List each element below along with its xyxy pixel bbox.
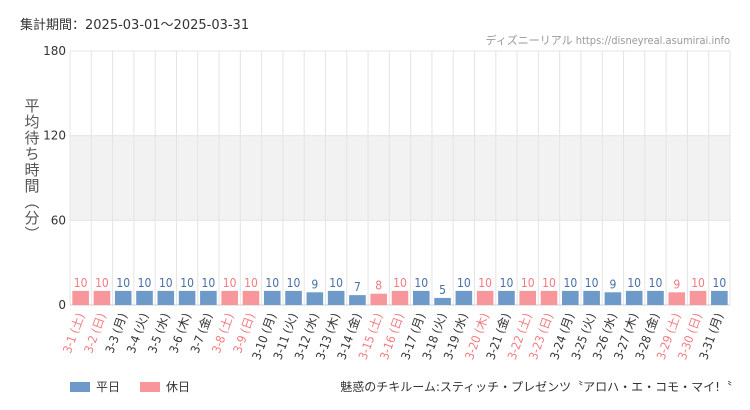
bar-value-label: 9 <box>609 277 616 291</box>
legend-swatch-weekday <box>70 381 90 392</box>
bar <box>306 292 324 305</box>
bar <box>114 290 132 305</box>
bar <box>327 290 345 305</box>
bar <box>711 290 728 305</box>
bar-value-label: 10 <box>627 276 641 290</box>
bar <box>604 292 622 305</box>
legend-item-weekday: 平日 <box>70 378 120 395</box>
bar-value-label: 7 <box>354 280 361 294</box>
bar <box>498 290 515 305</box>
bar-value-label: 5 <box>439 283 446 297</box>
legend-label-weekday: 平日 <box>96 380 121 394</box>
bar-value-label: 10 <box>500 276 514 290</box>
bar <box>263 290 281 305</box>
bar <box>668 292 686 305</box>
bar-value-label: 10 <box>457 276 471 290</box>
bar <box>434 297 451 305</box>
bar <box>178 290 196 305</box>
bar-value-label: 10 <box>712 276 726 290</box>
bar-value-label: 10 <box>244 276 258 290</box>
site-credit: ディズニーリアル https://disneyreal.asumirai.inf… <box>485 34 730 47</box>
bar-value-label: 10 <box>180 276 194 290</box>
bar-value-label: 10 <box>159 276 173 290</box>
bar <box>72 290 89 305</box>
bar <box>200 290 217 305</box>
bar <box>476 290 494 305</box>
bar <box>391 290 409 305</box>
y-tick-label: 120 <box>43 129 66 143</box>
y-axis-title: 平均待ち時間（分） <box>22 98 41 242</box>
bar-value-label: 10 <box>329 276 343 290</box>
bar <box>583 290 600 305</box>
bar-value-label: 10 <box>414 276 428 290</box>
bar-value-label: 9 <box>673 277 680 291</box>
bar <box>349 295 366 305</box>
period-label: 集計期間：2025-03-01〜2025-03-31 <box>20 18 250 33</box>
attraction-name: 魅惑のチキルーム:スティッチ・プレゼンツ〝アロハ・エ・コモ・マイ!〝 <box>340 380 732 394</box>
bar <box>455 290 473 305</box>
bar <box>221 290 238 305</box>
bar-value-label: 10 <box>287 276 301 290</box>
y-axis-title-wrap: 平均待ち時間（分） <box>22 70 42 270</box>
bar-value-label: 10 <box>116 276 130 290</box>
bar-value-label: 10 <box>563 276 577 290</box>
bar-value-label: 10 <box>95 276 109 290</box>
bar-value-label: 10 <box>585 276 599 290</box>
bar <box>370 293 388 305</box>
legend-swatch-holiday <box>140 381 161 392</box>
bar-value-label: 10 <box>478 276 492 290</box>
bar-value-label: 10 <box>265 276 279 290</box>
legend: 平日 休日 <box>70 378 210 395</box>
bar <box>157 290 175 305</box>
bar-value-label: 10 <box>202 276 216 290</box>
bar <box>285 290 302 305</box>
bar-value-label: 10 <box>649 276 663 290</box>
legend-item-holiday: 休日 <box>140 378 190 395</box>
bar <box>93 290 111 305</box>
legend-label-holiday: 休日 <box>166 380 191 394</box>
y-tick-label: 180 <box>43 44 66 58</box>
bar-value-label: 10 <box>393 276 407 290</box>
y-tick-label: 60 <box>51 213 66 227</box>
bar <box>412 290 430 305</box>
bar-value-label: 10 <box>521 276 535 290</box>
bar-value-label: 10 <box>74 276 88 290</box>
bar-value-label: 10 <box>542 276 556 290</box>
bar-value-label: 10 <box>691 276 705 290</box>
bar <box>625 290 643 305</box>
bar-value-label: 10 <box>223 276 237 290</box>
bar <box>689 290 707 305</box>
bar <box>540 290 558 305</box>
bar-value-label: 8 <box>375 279 382 293</box>
bar-value-label: 9 <box>311 277 318 291</box>
bar <box>136 290 153 305</box>
band-60-120 <box>70 135 730 221</box>
bar <box>647 290 664 305</box>
bar-value-label: 10 <box>138 276 152 290</box>
bar <box>242 290 260 305</box>
y-tick-label: 0 <box>58 298 66 312</box>
bar <box>562 290 579 305</box>
bar <box>519 290 537 305</box>
